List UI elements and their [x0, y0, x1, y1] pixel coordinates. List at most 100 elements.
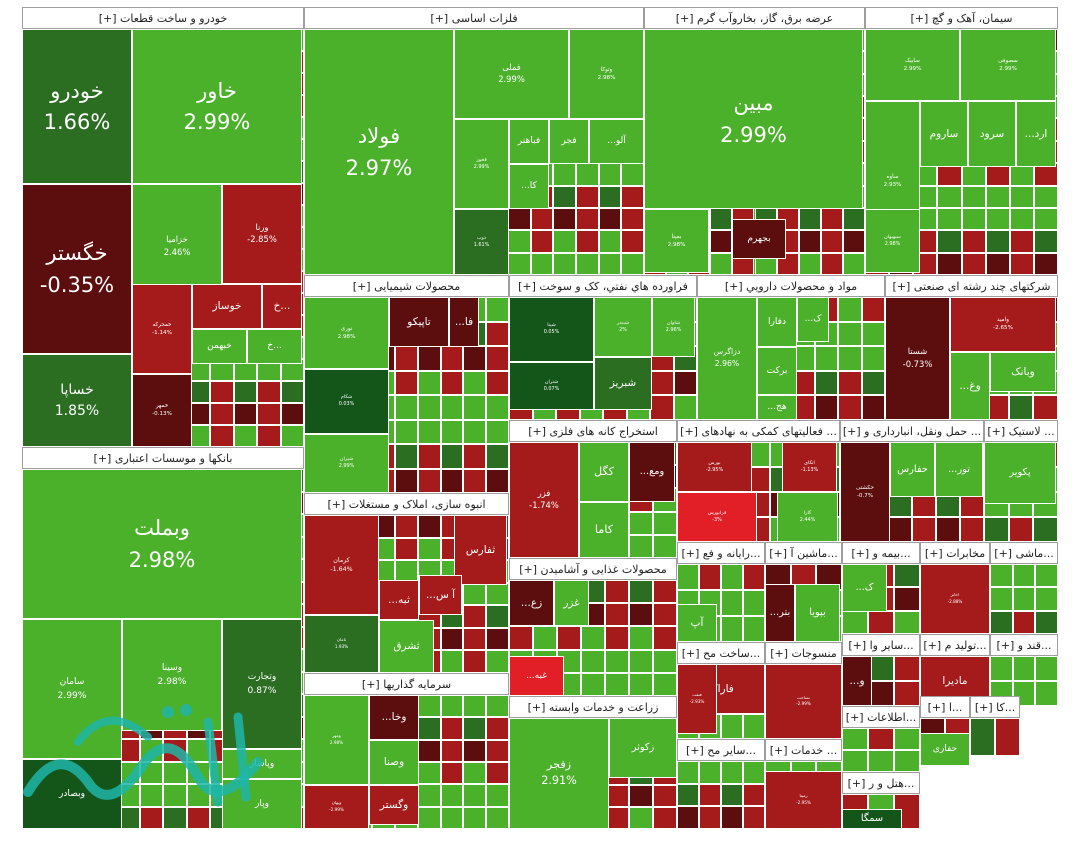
stock-tile[interactable]: ...غبه: [509, 656, 564, 696]
stock-tile[interactable]: ...بتر: [765, 584, 795, 642]
stock-tile[interactable]: خساپا 1.85%: [22, 354, 132, 447]
stock-tile[interactable]: ...هج: [757, 395, 797, 420]
sector-header-17[interactable]: ...رایانه و فع [+]: [677, 542, 765, 564]
stock-tile[interactable]: وبانک: [990, 352, 1056, 392]
sector-header-4[interactable]: بانکها و موسسات اعتباری [+]: [22, 447, 304, 469]
sector-header-14[interactable]: محصولات غذایی و آشامیدن [+]: [509, 558, 677, 580]
stock-tile[interactable]: وبصادر: [22, 759, 122, 829]
sector-header-22[interactable]: ...ساخت مح [+]: [677, 642, 765, 664]
stock-tile[interactable]: سمگا: [842, 809, 902, 829]
sector-header-12[interactable]: ... لاستیک [+]: [984, 420, 1058, 442]
stock-tile[interactable]: وسینا 2.98%: [122, 619, 222, 731]
sector-header-30[interactable]: ...سایر مح [+]: [677, 739, 765, 761]
sector-header-16[interactable]: زراعت و خدمات وابسته [+]: [509, 696, 677, 718]
stock-tile[interactable]: حفاری: [920, 733, 970, 766]
stock-tile[interactable]: وپاسار: [222, 749, 302, 779]
stock-tile[interactable]: غزر: [554, 580, 589, 626]
sector-header-2[interactable]: عرضه برق، گاز، بخاروآب گرم [+]: [644, 7, 865, 29]
stock-tile[interactable]: شکام 0.03%: [304, 369, 389, 434]
sector-header-26[interactable]: ...قند و [+]: [990, 634, 1058, 656]
stock-tile[interactable]: وتجارت 0.87%: [222, 619, 302, 749]
stock-tile[interactable]: ...وخا: [369, 695, 419, 740]
sector-header-6[interactable]: فراورده هاي نفتي، كک و سوخت [+]: [509, 275, 697, 297]
stock-tile[interactable]: کرمان -1.64%: [304, 515, 379, 615]
stock-tile[interactable]: وگستر: [369, 785, 419, 825]
stock-tile[interactable]: بورس -2.95%: [677, 442, 752, 492]
stock-tile[interactable]: آپ: [677, 604, 717, 642]
stock-tile[interactable]: وبهان -2.99%: [304, 785, 369, 829]
stock-tile[interactable]: ...ک: [842, 564, 887, 612]
stock-tile[interactable]: ورنا -2.85%: [222, 184, 302, 284]
stock-tile[interactable]: ...ارد: [1016, 101, 1056, 167]
stock-tile[interactable]: وامید -2.65%: [950, 297, 1056, 352]
stock-tile[interactable]: شتران 0.07%: [509, 362, 594, 410]
sector-header-23[interactable]: منسوجات [+]: [765, 642, 842, 664]
stock-tile[interactable]: شبندر 2%: [594, 297, 652, 357]
stock-tile[interactable]: برکت: [757, 347, 797, 395]
sector-header-7[interactable]: مواد و محصولات دارويي [+]: [697, 275, 885, 297]
stock-tile[interactable]: ...تور: [935, 442, 983, 497]
stock-tile[interactable]: فولاد 2.97%: [304, 29, 454, 275]
sector-header-5[interactable]: محصولات شیمیایی [+]: [304, 275, 509, 297]
stock-tile[interactable]: فخوز 2.99%: [454, 119, 509, 209]
stock-tile[interactable]: وپار: [222, 779, 302, 829]
stock-tile[interactable]: ثشرق: [379, 620, 434, 673]
stock-tile[interactable]: ...ک: [797, 297, 829, 342]
stock-tile[interactable]: بجهرم: [732, 219, 786, 259]
stock-tile[interactable]: ...و: [842, 656, 872, 706]
stock-tile[interactable]: ...ثبه: [379, 580, 419, 620]
stock-tile[interactable]: سرود: [968, 101, 1016, 167]
stock-tile[interactable]: حکشتی -0.7%: [840, 442, 890, 542]
stock-tile[interactable]: کگل: [579, 442, 629, 502]
stock-tile[interactable]: سبهبهان 2.98%: [865, 209, 920, 273]
stock-tile[interactable]: دزاگرس 2.96%: [697, 297, 757, 420]
stock-tile[interactable]: دفارا: [757, 297, 797, 347]
sector-header-0[interactable]: خودرو و ساخت قطعات [+]: [22, 7, 304, 29]
stock-tile[interactable]: وبملت 2.98%: [22, 469, 302, 619]
stock-tile[interactable]: خوساز: [192, 284, 262, 329]
stock-tile[interactable]: خودرو 1.66%: [22, 29, 132, 184]
stock-tile[interactable]: ...آلو: [589, 119, 644, 164]
sector-header-28[interactable]: ...ا [+]: [920, 696, 970, 718]
stock-tile[interactable]: ...فا: [449, 297, 479, 347]
sector-header-18[interactable]: ...ماشین آ [+]: [765, 542, 842, 564]
sector-header-20[interactable]: مخابرات [+]: [920, 542, 990, 564]
stock-tile[interactable]: بمپنا 2.98%: [644, 209, 709, 273]
stock-tile[interactable]: فباهنر: [509, 119, 549, 164]
stock-tile[interactable]: فرابورس -3%: [677, 492, 757, 542]
stock-tile[interactable]: ...ومع: [629, 442, 675, 502]
stock-tile[interactable]: خمحرکه -1.14%: [132, 284, 192, 374]
sector-header-13[interactable]: انبوه سازی، املاک و مستغلات [+]: [304, 493, 509, 515]
stock-tile[interactable]: ثامان 1.93%: [304, 615, 379, 673]
stock-tile[interactable]: شاوان 2.96%: [652, 297, 695, 357]
stock-tile[interactable]: فزر -1.74%: [509, 442, 579, 558]
stock-tile[interactable]: کارا 2.44%: [777, 492, 838, 542]
sector-header-21[interactable]: ...ماشی [+]: [990, 542, 1058, 564]
stock-tile[interactable]: ...وغ: [950, 352, 990, 420]
sector-header-10[interactable]: ... فعالیتهای کمکی به نهادهای [+]: [677, 420, 840, 442]
sector-header-8[interactable]: شرکتهای چند رشته ای صنعتی [+]: [885, 275, 1058, 297]
stock-tile[interactable]: شبریز: [594, 357, 652, 410]
sector-header-27[interactable]: ...اطلاعات [+]: [842, 706, 920, 728]
stock-tile[interactable]: خاور 2.99%: [132, 29, 302, 184]
stock-tile[interactable]: خبهمن: [192, 329, 247, 364]
stock-tile[interactable]: نوری 2.98%: [304, 297, 389, 369]
stock-tile[interactable]: خ...: [262, 284, 302, 329]
stock-tile[interactable]: خمهر -0.13%: [132, 374, 192, 447]
stock-tile[interactable]: زفجر 2.91%: [509, 718, 609, 829]
stock-tile[interactable]: خگستر -0.35%: [22, 184, 132, 354]
sector-header-3[interactable]: سیمان، آهک و گچ [+]: [865, 7, 1058, 29]
stock-tile[interactable]: رمپنا -2.95%: [765, 771, 842, 829]
stock-tile[interactable]: وتوکا 2.98%: [569, 29, 644, 119]
sector-header-11[interactable]: ... حمل ونقل، انبارداری و [+]: [840, 420, 984, 442]
stock-tile[interactable]: شیران 2.99%: [304, 434, 389, 493]
stock-tile[interactable]: ومهر 2.98%: [304, 695, 369, 785]
stock-tile[interactable]: شپنا 0.05%: [509, 297, 594, 362]
sector-header-25[interactable]: ...تولید م [+]: [920, 634, 990, 656]
stock-tile[interactable]: بپویا: [795, 584, 840, 642]
stock-tile[interactable]: زکوثر: [609, 718, 677, 778]
stock-tile[interactable]: ذوب 1.61%: [454, 209, 509, 275]
stock-tile[interactable]: حفارس: [890, 442, 935, 497]
stock-tile[interactable]: سصوفی 2.99%: [960, 29, 1056, 101]
sector-header-32[interactable]: ...هتل و ر [+]: [842, 772, 920, 794]
